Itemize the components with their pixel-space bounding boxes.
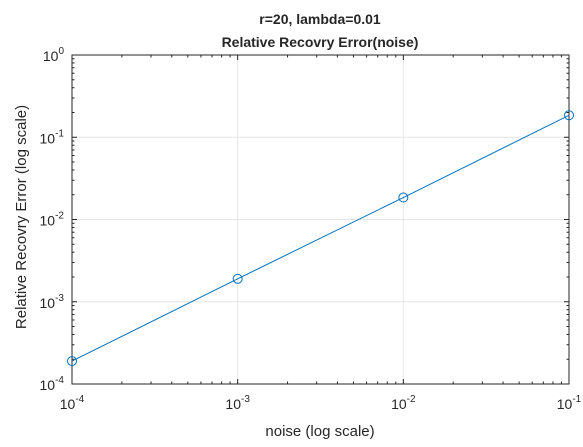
x-tick-label: 10-4 bbox=[60, 394, 85, 412]
x-axis-label: noise (log scale) bbox=[265, 423, 374, 440]
data-point bbox=[232, 273, 243, 284]
chart-title: r=20, lambda=0.01 bbox=[259, 11, 381, 27]
y-tick-label: 10-2 bbox=[40, 211, 65, 229]
x-tick-label: 10-3 bbox=[225, 394, 250, 412]
y-tick-label: 100 bbox=[43, 46, 65, 64]
x-tick-label: 10-1 bbox=[557, 394, 582, 412]
y-tick-label: 10-1 bbox=[40, 128, 65, 146]
x-tick-label: 10-2 bbox=[391, 394, 416, 412]
data-point bbox=[67, 356, 77, 367]
y-axis-label: Relative Recovry Error (log scale) bbox=[13, 105, 30, 329]
chart-subtitle: Relative Recovry Error(noise) bbox=[222, 34, 419, 50]
data-point bbox=[398, 192, 409, 203]
data-point bbox=[564, 110, 574, 121]
series-line bbox=[71, 114, 570, 362]
y-tick-label: 10-4 bbox=[40, 375, 65, 393]
y-tick-label: 10-3 bbox=[40, 293, 65, 311]
